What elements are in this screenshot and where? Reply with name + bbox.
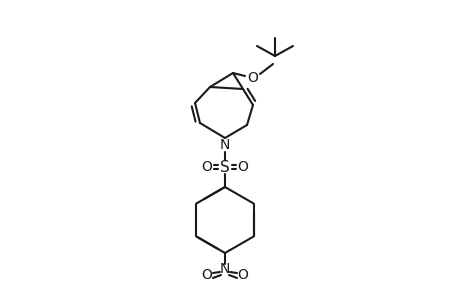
Text: O: O [237,268,248,282]
Text: S: S [220,160,230,175]
Text: O: O [201,268,212,282]
Text: O: O [237,160,248,174]
Text: N: N [219,138,230,152]
Text: O: O [201,160,212,174]
Text: O: O [247,71,258,85]
Text: N: N [219,262,230,276]
